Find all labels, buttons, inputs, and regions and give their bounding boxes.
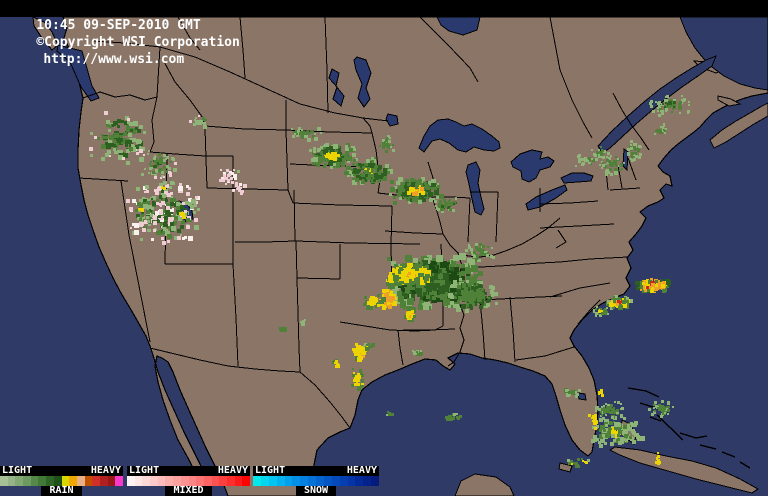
gradient-step [15,476,24,486]
precip-type-label: SNOW [295,486,337,496]
gradient-step [276,476,285,486]
legend-panel-rain: LIGHT HEAVY RAIN [0,466,123,496]
legend-label-row: SNOW [253,486,379,496]
gradient-step [371,476,379,486]
legend-label-row: MIXED [127,486,250,496]
scale-light-label: LIGHT [255,465,286,476]
gradient-step [38,476,47,486]
gradient-step [226,476,235,486]
status-bar: 10:45 09-SEP-2010 GMT ©Copyright WSI Cor… [0,0,768,67]
gradient-step [260,476,269,486]
gradient-step [363,476,372,486]
gradient-step [323,476,332,486]
intensity-scale-bar: LIGHT HEAVY [0,466,123,476]
gradient-step [180,476,189,486]
gradient-step [173,476,181,486]
gradient-step [219,476,227,486]
scale-light-label: LIGHT [2,465,33,476]
gradient-step [165,476,174,486]
gradient-step [284,476,293,486]
gradient-step [46,476,54,486]
gradient-step [300,476,309,486]
precip-legend: LIGHT HEAVY RAIN LIGHT HEAVY MIXED LIGHT HEAVY S… [0,466,382,496]
gradient-step [211,476,220,486]
gradient-step [355,476,364,486]
gradient-step [0,476,8,486]
gradient-step [203,476,212,486]
scale-light-label: LIGHT [129,465,160,476]
wsi-url: http://www.wsi.com [43,52,185,67]
gradient-step [347,476,356,486]
gradient-step [308,476,316,486]
gradient-step [253,476,261,486]
copyright-text: ©Copyright WSI Corporation [36,35,240,50]
gradient-step [268,476,277,486]
timestamp: 10:45 09-SEP-2010 GMT [36,18,201,33]
gradient-step [69,476,77,486]
precip-type-label: RAIN [41,486,82,496]
gradient-step [292,476,301,486]
gradient-step [7,476,16,486]
legend-label-row: RAIN [0,486,123,496]
gradient-step [188,476,197,486]
color-gradient-rain [0,476,123,486]
gradient-step [53,476,62,486]
color-gradient-snow [253,476,379,486]
legend-panel-snow: LIGHT HEAVY SNOW [253,466,379,496]
gradient-step [331,476,340,486]
gradient-step [142,476,151,486]
gradient-step [61,476,70,486]
gradient-step [92,476,100,486]
scale-heavy-label: HEAVY [90,465,121,476]
gradient-step [157,476,166,486]
gradient-step [134,476,143,486]
gradient-step [76,476,85,486]
gradient-step [196,476,204,486]
gradient-step [30,476,39,486]
color-gradient-mixed [127,476,250,486]
scale-heavy-label: HEAVY [346,465,377,476]
intensity-scale-bar: LIGHT HEAVY [253,466,379,476]
gradient-step [127,476,135,486]
gradient-step [242,476,250,486]
radar-precip-cells [89,95,690,468]
gradient-step [234,476,243,486]
precip-type-label: MIXED [165,486,212,496]
gradient-step [316,476,324,486]
gradient-step [23,476,31,486]
legend-panel-mixed: LIGHT HEAVY MIXED [127,466,250,496]
gradient-step [115,476,123,486]
gradient-step [150,476,158,486]
gradient-step [339,476,348,486]
gradient-step [107,476,116,486]
scale-heavy-label: HEAVY [217,465,248,476]
gradient-step [99,476,108,486]
gradient-step [84,476,93,486]
intensity-scale-bar: LIGHT HEAVY [127,466,250,476]
